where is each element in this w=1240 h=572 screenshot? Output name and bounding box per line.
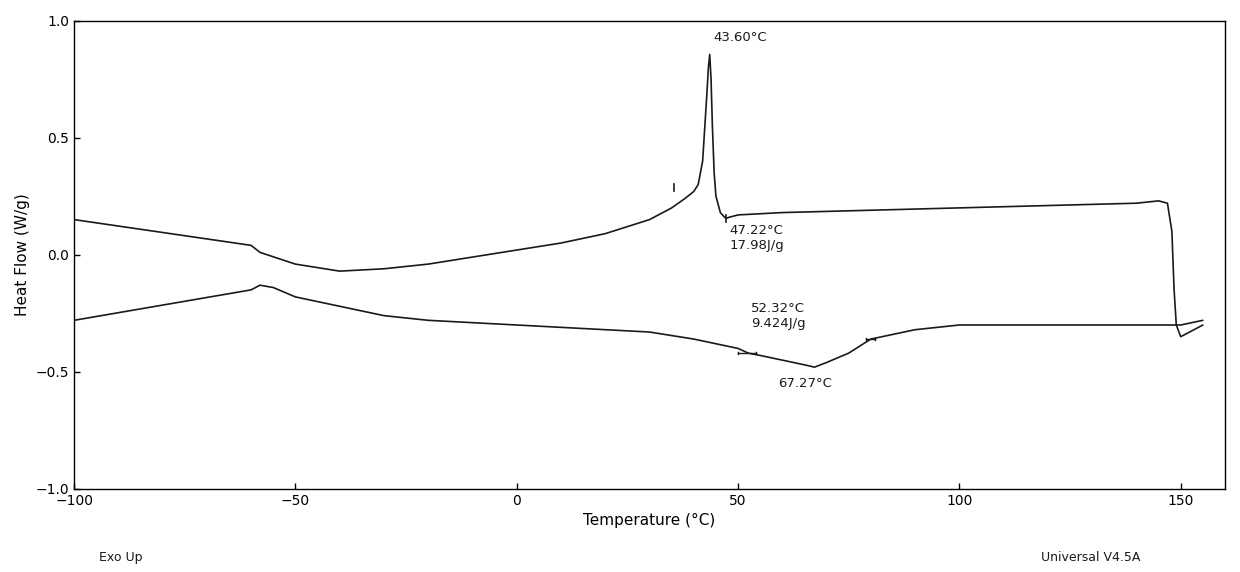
Text: 43.60°C: 43.60°C xyxy=(714,31,768,44)
Text: Exo Up: Exo Up xyxy=(99,551,143,563)
Text: 67.27°C: 67.27°C xyxy=(777,376,832,390)
Text: 52.32°C
9.424J/g: 52.32°C 9.424J/g xyxy=(751,301,806,329)
Text: Universal V4.5A: Universal V4.5A xyxy=(1042,551,1141,563)
Text: 47.22°C
17.98J/g: 47.22°C 17.98J/g xyxy=(729,224,784,252)
X-axis label: Temperature (°C): Temperature (°C) xyxy=(583,514,715,529)
Y-axis label: Heat Flow (W/g): Heat Flow (W/g) xyxy=(15,193,30,316)
